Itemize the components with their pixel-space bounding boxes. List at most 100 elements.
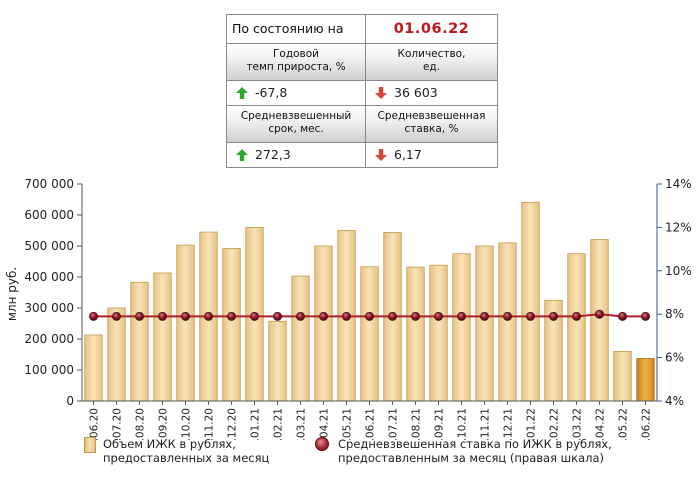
x-tick-label: 01.06.22 [641, 408, 653, 440]
rate-point [410, 311, 420, 321]
rate-point [341, 311, 351, 321]
bar [567, 253, 586, 402]
rate-point [640, 311, 650, 321]
x-axis: 01.06.20 01.07.20 01.08.20 01.09.20 01.10.20… [82, 400, 657, 440]
bar [130, 281, 149, 402]
bar [153, 272, 172, 402]
value-row-1: -67,8 36 603 [227, 80, 497, 105]
y-tick-label: 0 [66, 394, 74, 408]
x-tick-label: 01.03.21 [296, 408, 308, 440]
avg-rate-header: Средневзвешенная ставка, % [365, 106, 497, 142]
y-tick-label: 500 000 [24, 239, 74, 253]
arrow-up-icon [236, 87, 248, 99]
quantity-value: 36 603 [365, 81, 497, 105]
x-tick-label: 01.12.20 [227, 408, 239, 440]
rate-point [204, 311, 214, 321]
value-row-2: 272,3 6,17 [227, 142, 497, 167]
x-tick-label: 01.02.21 [273, 408, 285, 440]
x-tick-label: 01.03.22 [572, 408, 584, 440]
avg-rate-text: 6,17 [394, 147, 422, 162]
bar [521, 201, 540, 402]
y2-tick-label: 6% [665, 351, 684, 365]
bar [84, 334, 103, 402]
date-row: По состоянию на 01.06.22 [227, 15, 497, 43]
bar [291, 275, 310, 402]
rate-point [548, 311, 558, 321]
avg-rate-value: 6,17 [365, 143, 497, 167]
header-row-2: Средневзвешенный срок, мес. Средневзвеше… [227, 105, 497, 142]
y2-tick-label: 10% [665, 264, 692, 278]
rate-point [112, 311, 122, 321]
legend-dot-swatch [315, 437, 329, 451]
x-tick-label: 01.09.21 [434, 408, 446, 440]
bar [406, 266, 425, 402]
rate-point [364, 311, 374, 321]
rate-point [227, 311, 237, 321]
x-tick-label: 01.07.21 [388, 408, 400, 440]
rate-point [456, 311, 466, 321]
annual-growth-header: Годовой темп прироста, % [227, 44, 365, 80]
bar [498, 242, 517, 402]
y-tick-label: 400 000 [24, 270, 74, 284]
x-tick-label: 01.11.20 [204, 408, 216, 440]
avg-term-text: 272,3 [255, 147, 291, 162]
quantity-header: Количество, ед. [365, 44, 497, 80]
quantity-text: 36 603 [394, 85, 438, 100]
bar [107, 307, 126, 402]
bar [636, 358, 655, 402]
rate-point [502, 311, 512, 321]
x-tick-label: 01.10.20 [181, 408, 193, 440]
bar [268, 320, 287, 402]
rate-point [181, 311, 191, 321]
bar [452, 253, 471, 402]
annual-growth-value: -67,8 [227, 81, 365, 105]
arrow-down-icon [375, 87, 387, 99]
x-tick-label: 01.07.20 [112, 408, 124, 440]
x-tick-label: 01.05.21 [342, 408, 354, 440]
rate-point [594, 309, 604, 319]
rate-point [89, 311, 99, 321]
x-tick-label: 01.04.22 [595, 408, 607, 440]
y-tick-label: 700 000 [24, 177, 74, 191]
avg-term-header-text: Средневзвешенный срок, мес. [240, 110, 352, 135]
avg-term-header: Средневзвешенный срок, мес. [227, 106, 365, 142]
x-tick-label: 01.10.21 [457, 408, 469, 440]
y-tick-label: 300 000 [24, 301, 74, 315]
as-of-date: 01.06.22 [365, 15, 497, 43]
x-tick-label: 01.02.22 [549, 408, 561, 440]
rate-point [318, 311, 328, 321]
x-tick-label: 01.09.20 [158, 408, 170, 440]
y2-tick-label: 4% [665, 394, 684, 408]
summary-panel: По состоянию на 01.06.22 Годовой темп пр… [226, 14, 498, 168]
y2-tick-label: 14% [665, 177, 692, 191]
y-tick-label: 200 000 [24, 332, 74, 346]
y2-tick-label: 12% [665, 220, 692, 234]
rate-point [571, 311, 581, 321]
rate-point [295, 311, 305, 321]
rate-point [272, 311, 282, 321]
avg-rate-header-text: Средневзвешенная ставка, % [377, 110, 486, 135]
bar [429, 264, 448, 402]
bar [613, 350, 632, 402]
legend-bars-label: Объем ИЖК в рублях, предоставленных за м… [103, 437, 270, 465]
x-tick-label: 01.05.22 [618, 408, 630, 440]
rate-point [135, 311, 145, 321]
rate-series [89, 309, 650, 321]
bar [360, 266, 379, 402]
y-tick-label: 600 000 [24, 208, 74, 222]
bar-series [84, 201, 655, 402]
x-tick-label: 01.08.20 [135, 408, 147, 440]
x-tick-label: 01.06.20 [89, 408, 101, 440]
arrow-down-icon [375, 149, 387, 161]
as-of-label: По состоянию на [232, 21, 344, 36]
header-row-1: Годовой темп прироста, % Количество, ед. [227, 43, 497, 80]
legend-bars: Объем ИЖК в рублях, предоставленных за м… [84, 437, 269, 465]
x-tick-label: 01.01.21 [250, 408, 262, 440]
annual-growth-text: -67,8 [255, 85, 288, 100]
legend-rate-label: Средневзвешенная ставка по ИЖК в рублях,… [338, 437, 612, 465]
x-tick-label: 01.01.22 [526, 408, 538, 440]
bar [222, 248, 241, 402]
rate-point [250, 311, 260, 321]
bar [314, 245, 333, 402]
y2-tick-label: 8% [665, 307, 684, 321]
